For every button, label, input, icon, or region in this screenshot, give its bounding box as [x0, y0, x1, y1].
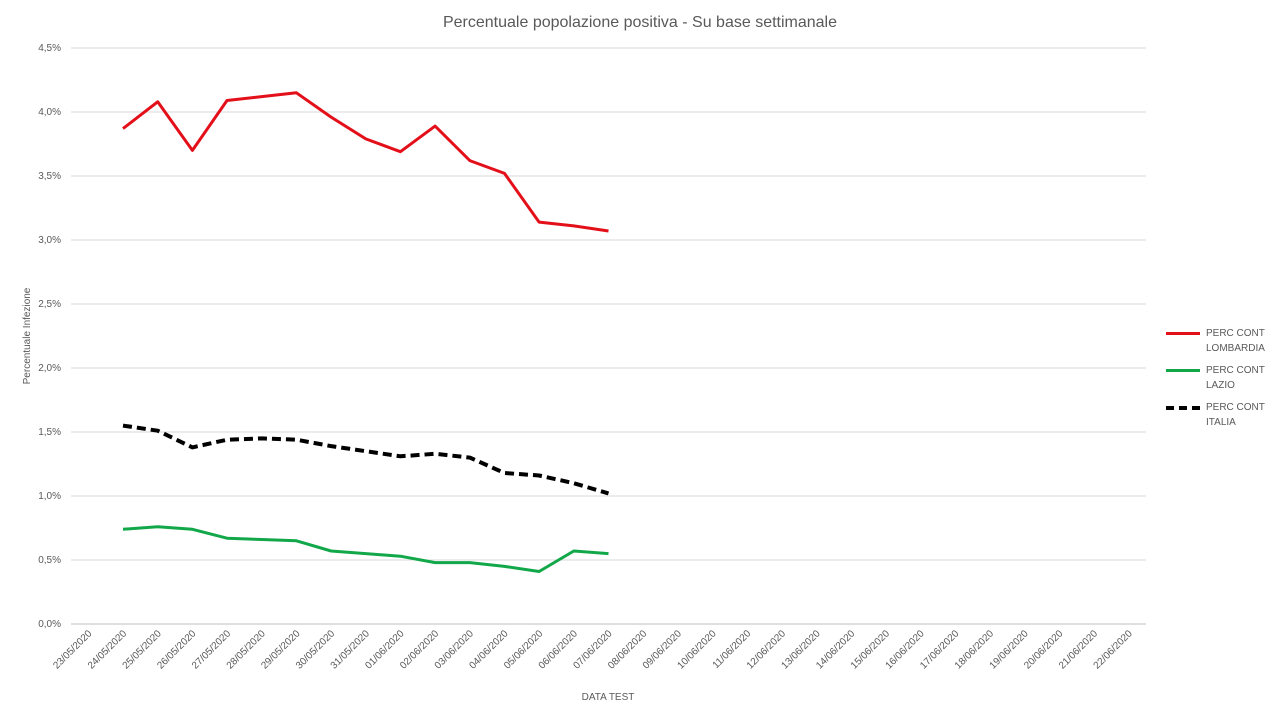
y-tick-label: 4,5%: [38, 43, 61, 54]
x-axis-title: DATA TEST: [582, 692, 635, 703]
legend-label: PERC CONT LAZIO: [1206, 365, 1265, 391]
chart-title: Percentuale popolazione positiva - Su ba…: [443, 14, 837, 31]
series-line: [122, 91, 609, 233]
legend-swatch: [1166, 332, 1200, 335]
y-tick-label: 2,5%: [38, 299, 61, 310]
legend-swatch: [1166, 369, 1200, 372]
y-tick-label: 1,0%: [38, 491, 61, 502]
y-tick-label: 0,0%: [38, 619, 61, 630]
legend-swatch: [1166, 406, 1200, 410]
y-tick-label: 2,0%: [38, 363, 61, 374]
y-axis-title: Percentuale Infezione: [22, 287, 33, 384]
y-tick-label: 3,0%: [38, 235, 61, 246]
y-tick-label: 4,0%: [38, 107, 61, 118]
legend-label: PERC CONT ITALIA: [1206, 402, 1265, 428]
y-tick-label: 1,5%: [38, 427, 61, 438]
legend-label: PERC CONT LOMBARDIA: [1206, 328, 1265, 354]
y-tick-label: 0,5%: [38, 555, 61, 566]
series-line: [122, 423, 610, 496]
series-line: [122, 525, 609, 573]
y-tick-label: 3,5%: [38, 171, 61, 182]
